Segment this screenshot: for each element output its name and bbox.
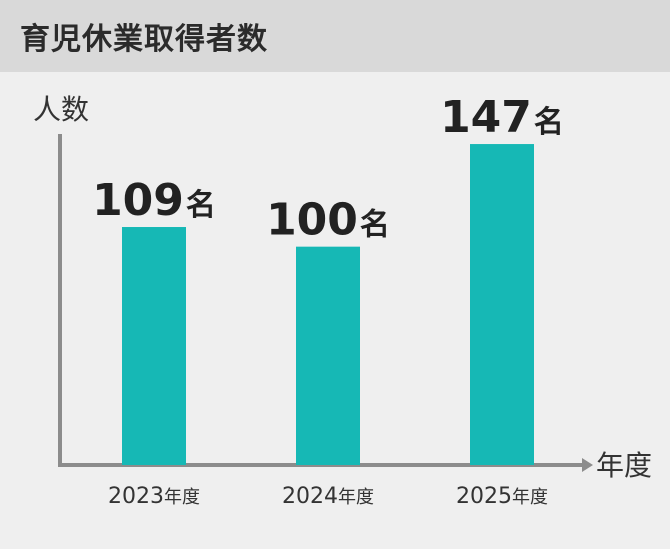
chart-title: 育児休業取得者数 xyxy=(20,22,268,57)
bar-2025 xyxy=(470,144,534,466)
bar-2023 xyxy=(122,227,186,465)
bar-2024 xyxy=(296,246,360,465)
bar-chart: 人数 年度 109名 2023年度 100名 2024年度 147名 2025年度 xyxy=(33,92,652,509)
title-bar: 育児休業取得者数 xyxy=(0,0,670,72)
x-axis-label: 年度 xyxy=(596,449,652,482)
y-axis-label: 人数 xyxy=(33,93,89,126)
value-label-2025: 147名 xyxy=(440,92,564,143)
value-label-2024: 100名 xyxy=(266,195,390,246)
tick-label-2023: 2023年度 xyxy=(108,484,200,509)
value-label-2023: 109名 xyxy=(92,175,216,226)
tick-label-2024: 2024年度 xyxy=(282,484,374,509)
x-axis-arrow xyxy=(582,458,593,472)
tick-label-2025: 2025年度 xyxy=(456,484,548,509)
